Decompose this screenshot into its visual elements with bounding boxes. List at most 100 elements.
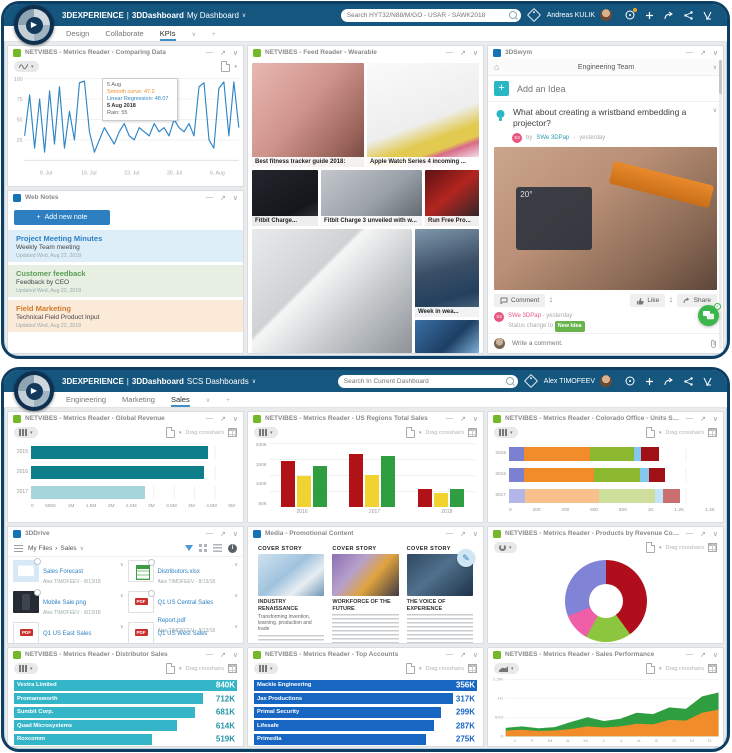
chevron-down-icon[interactable]: ∨	[119, 624, 124, 630]
minimize-icon[interactable]: —	[686, 415, 693, 422]
idea-title[interactable]: What about creating a wristband embeddin…	[513, 107, 687, 128]
widget-menu-icon[interactable]: ∨	[472, 651, 478, 659]
3dexperience-compass-logo[interactable]: ▶	[14, 371, 54, 411]
chart-type-selector[interactable]: ▾	[494, 542, 517, 553]
file-item[interactable]: Sales Forecast Alex TIMOFEEV - 8/13/18 ∨	[13, 558, 124, 590]
export-page-icon[interactable]	[221, 61, 231, 72]
expand-icon[interactable]: ↗	[220, 49, 226, 57]
community-selector[interactable]: ⌂ Engineering Team ∨	[488, 59, 723, 76]
file-name[interactable]: Q1 US West Sales Report.pdf	[157, 631, 208, 637]
minimize-icon[interactable]: —	[206, 651, 213, 658]
add-idea-plus-icon[interactable]: +	[494, 81, 509, 96]
author-avatar[interactable]: S3	[494, 312, 504, 322]
add-content-icon[interactable]	[645, 377, 654, 386]
add-idea-input[interactable]	[515, 82, 717, 95]
search-input[interactable]	[344, 10, 509, 20]
like-button[interactable]: Like	[630, 294, 666, 307]
chevron-down-icon[interactable]: ∨	[241, 12, 247, 19]
dashboard-name[interactable]: My Dashboard	[186, 10, 239, 20]
chart-type-selector[interactable]: ▾	[494, 663, 519, 674]
file-name[interactable]: Mobile Sale.png	[43, 600, 87, 606]
data-table-icon[interactable]	[708, 428, 717, 437]
widget-menu-icon[interactable]: ∨	[232, 415, 238, 423]
export-page-icon[interactable]	[405, 427, 415, 438]
minimize-icon[interactable]: —	[206, 49, 213, 56]
chart-type-selector[interactable]: ▾	[254, 427, 278, 438]
widget-titlebar[interactable]: 3DDrive — ↗ ∨	[8, 527, 243, 540]
tab-design[interactable]: Design	[66, 29, 90, 38]
distributor-sales-bar-list[interactable]: Vextra Limited 840K Promansworth 712K Sumbit…	[8, 676, 243, 746]
widget-menu-icon[interactable]: ∨	[472, 49, 478, 57]
chevron-down-icon[interactable]: ∨	[119, 562, 124, 568]
cover-story[interactable]: COVER STORY WORKFORCE OF THE FUTURE	[332, 544, 399, 643]
data-table-icon[interactable]	[708, 543, 717, 552]
minimize-icon[interactable]: —	[446, 530, 453, 537]
widget-titlebar[interactable]: NETVIBES - Metrics Reader - Colorado Off…	[488, 412, 723, 425]
expand-icon[interactable]: ↗	[700, 49, 706, 57]
minimize-icon[interactable]: —	[686, 49, 693, 56]
chart-type-selector[interactable]: ▾	[14, 663, 38, 674]
3dexperience-compass-logo[interactable]: ▶	[14, 5, 54, 45]
comment-button[interactable]: Comment	[494, 294, 546, 307]
notifications-compass-icon[interactable]	[625, 376, 635, 386]
file-name[interactable]: Q1 US Central Sales Report.pdf	[157, 600, 214, 624]
info-icon[interactable]: i	[228, 543, 237, 553]
chevron-down-icon[interactable]: ∨	[234, 562, 238, 568]
expand-icon[interactable]: ↗	[220, 530, 226, 538]
share-nodes-icon[interactable]	[684, 376, 693, 386]
data-table-icon[interactable]	[468, 428, 477, 437]
share-forward-icon[interactable]	[664, 11, 674, 20]
us-regions-grouped-bar-chart[interactable]: 200K 150K 100K 50K 2016 2017 2018	[248, 440, 483, 522]
status-author[interactable]: SWe 3DPap	[508, 313, 541, 319]
widget-menu-icon[interactable]: ∨	[712, 49, 718, 57]
file-name[interactable]: Sales Forecast	[43, 569, 84, 575]
file-name[interactable]: Q1 US East Sales Report.pdf	[43, 631, 92, 637]
minimize-icon[interactable]: —	[206, 194, 213, 201]
chevron-down-icon[interactable]: ∨	[234, 624, 238, 630]
idea-hero-image[interactable]: 20°	[494, 147, 717, 290]
breadcrumb[interactable]: My Files › Sales ∨	[28, 544, 85, 552]
comparing-data-line-chart[interactable]: 5 Aug Smooth curve: 47.2 Linear Regressi…	[8, 74, 243, 186]
chevron-down-icon[interactable]: ∨	[712, 64, 717, 71]
list-view-icon[interactable]	[213, 544, 222, 552]
chart-type-selector[interactable]: ▾	[14, 61, 39, 72]
note-item[interactable]: Customer feedback Feedback by CEO Update…	[8, 265, 243, 297]
export-page-icon[interactable]	[645, 542, 655, 553]
chevron-down-icon[interactable]: ∨	[712, 108, 717, 114]
widget-scrollbar[interactable]	[719, 60, 722, 349]
user-name[interactable]: Andreas KULIK	[546, 11, 595, 19]
file-item[interactable]: Distributors.xlsx Alex TIMOFEEV - 8/13/18…	[127, 559, 238, 590]
tag-icon[interactable]	[523, 373, 538, 389]
grid-view-icon[interactable]	[199, 544, 207, 552]
author-link[interactable]: SWe 3DPap	[536, 135, 570, 141]
chart-type-selector[interactable]: ▾	[14, 427, 38, 438]
widget-menu-icon[interactable]: ∨	[712, 651, 718, 659]
user-avatar[interactable]	[600, 375, 612, 387]
file-item[interactable]: Q1 US Central Sales Report.pdf Alex TIMOF…	[127, 590, 238, 634]
expand-icon[interactable]: ↗	[460, 49, 466, 57]
minimize-icon[interactable]: —	[206, 415, 213, 422]
widget-titlebar[interactable]: NETVIBES - Metrics Reader - Products by …	[488, 527, 723, 540]
edit-pencil-button[interactable]: ✎	[457, 549, 475, 567]
tab-marketing[interactable]: Marketing	[122, 395, 155, 404]
colorado-stacked-bar-chart[interactable]: 2015 2016 2017 0 200 400 600 800 1K 1.2K 1.4K	[488, 440, 723, 522]
feed-card[interactable]: Run Free Pro...	[425, 170, 479, 226]
widget-menu-icon[interactable]: ∨	[472, 415, 478, 423]
tab-collaborate[interactable]: Collaborate	[105, 29, 144, 38]
chart-type-selector[interactable]: ▾	[494, 427, 518, 438]
file-name[interactable]: Distributors.xlsx	[157, 569, 200, 575]
user-avatar[interactable]	[600, 9, 612, 21]
share-forward-icon[interactable]	[664, 377, 674, 386]
comment-input[interactable]	[510, 339, 705, 348]
search-input[interactable]	[341, 376, 506, 386]
chat-messenger-fab[interactable]: ✓	[698, 303, 721, 326]
expand-icon[interactable]: ↗	[460, 651, 466, 659]
feed-card[interactable]	[415, 320, 479, 353]
chart-type-selector[interactable]: ▾	[254, 663, 278, 674]
data-table-icon[interactable]	[228, 428, 237, 437]
widget-menu-icon[interactable]: ∨	[712, 415, 718, 423]
global-search[interactable]	[337, 374, 518, 388]
expand-icon[interactable]: ↗	[460, 415, 466, 423]
home-icon[interactable]: ⌂	[494, 62, 500, 72]
expand-icon[interactable]: ↗	[700, 415, 706, 423]
